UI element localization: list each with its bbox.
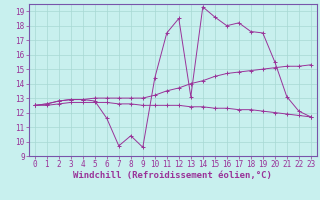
X-axis label: Windchill (Refroidissement éolien,°C): Windchill (Refroidissement éolien,°C) [73, 171, 272, 180]
